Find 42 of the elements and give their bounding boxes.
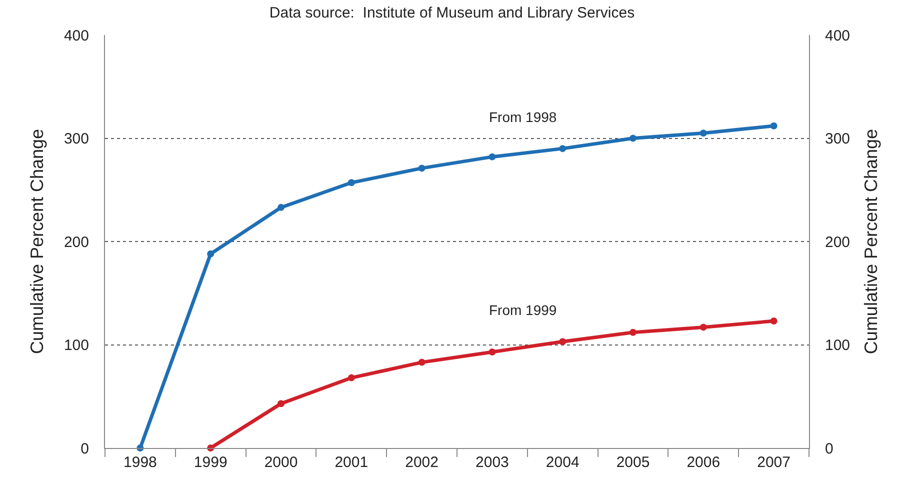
y-tick-label: 400 [64, 27, 89, 44]
point [207, 250, 214, 258]
point [700, 324, 707, 331]
y-tick-label: 200 [64, 234, 89, 251]
y2-tick-label: 0 [825, 440, 834, 458]
y-tick-label: 300 [64, 130, 89, 148]
point [770, 122, 778, 130]
y2-tick-label: 300 [825, 130, 850, 148]
point [488, 348, 496, 356]
point [278, 204, 284, 211]
point [559, 338, 566, 346]
y-tick-label: 0 [80, 440, 89, 458]
point [418, 358, 426, 366]
point [770, 318, 778, 324]
x-tick-label: 2002 [405, 454, 438, 471]
point [630, 134, 636, 142]
y-axis-title: Cumulative Percent Change [27, 128, 48, 354]
point [278, 400, 284, 408]
y2-tick-label: 200 [825, 234, 850, 251]
x-tick-label: 1999 [194, 454, 228, 471]
y-tick-label: 100 [64, 337, 89, 354]
y2-tick-label: 100 [825, 337, 850, 354]
point [630, 328, 636, 336]
annotation: From 1998 [489, 109, 557, 125]
point [559, 145, 566, 152]
x-tick-label: 2000 [264, 454, 298, 471]
y2-axis-title: Cumulative Percent Change [861, 128, 882, 354]
point [488, 153, 496, 160]
x-tick-label: 1998 [124, 454, 157, 471]
x-tick-label: 2007 [757, 454, 790, 471]
point [418, 164, 426, 172]
annotation: From 1999 [489, 302, 557, 318]
y2-tick-label: 400 [825, 27, 850, 44]
point [700, 130, 707, 137]
x-tick-label: 2003 [476, 454, 509, 471]
point [348, 374, 355, 382]
point [348, 179, 355, 186]
x-tick-label: 2001 [334, 454, 368, 471]
x-tick-label: 2006 [686, 454, 720, 471]
x-tick-label: 2004 [546, 454, 580, 471]
x-tick-label: 2005 [616, 454, 650, 471]
chart-title: Data source: Institute of Museum and Library Services [269, 4, 635, 22]
